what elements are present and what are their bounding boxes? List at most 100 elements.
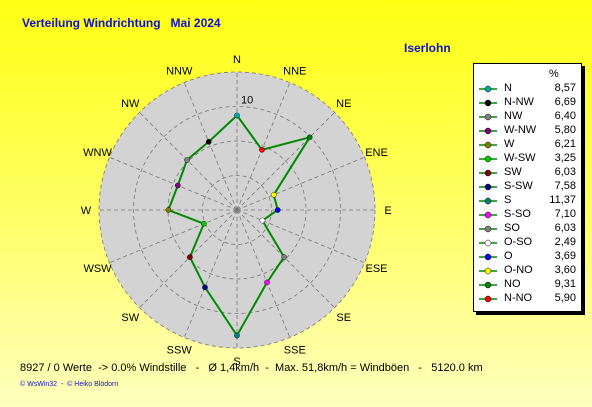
grid-ring-2 — [167, 140, 307, 280]
legend-value: 5,90 — [554, 292, 576, 304]
footer-credits: © WsWin32 - © Heiko Blödorn — [20, 381, 119, 388]
spoke-NNW — [183, 82, 238, 211]
data-point-ESE — [259, 217, 266, 224]
direction-label-ENE: ENE — [365, 147, 388, 159]
legend-label: W-NW — [504, 124, 537, 136]
legend-item: S-SO 7,10 — [474, 207, 581, 223]
legend-dot — [484, 253, 492, 261]
stats-line: 8927 / 0 Werte -> 0.0% Windstille - Ø 1,… — [20, 362, 483, 374]
legend-unit: % — [549, 68, 559, 80]
spoke-WNW — [109, 156, 238, 211]
direction-label-NE: NE — [336, 98, 351, 110]
legend-label: O-SO — [504, 236, 533, 248]
legend-label: S-SW — [504, 180, 533, 192]
spoke-NW — [139, 112, 238, 211]
legend-dot — [484, 85, 492, 93]
spoke-ESE — [236, 209, 365, 264]
direction-label-N: N — [233, 54, 241, 66]
legend-item: W-NW 5,80 — [474, 123, 581, 139]
legend-item: NO 9,31 — [474, 277, 581, 293]
direction-label-NNW: NNW — [166, 65, 193, 77]
data-point-NW — [184, 157, 190, 163]
direction-label-SW: SW — [121, 312, 139, 324]
legend-dot — [484, 127, 492, 135]
legend-dot — [484, 141, 492, 149]
spoke-NE — [236, 112, 335, 211]
ring-label: 10 — [241, 95, 253, 107]
legend-value: 11,37 — [549, 194, 576, 206]
legend-label: W — [504, 138, 515, 150]
legend-value: 7,58 — [554, 180, 576, 192]
legend-label: SO — [504, 222, 520, 234]
legend-dot — [484, 99, 492, 107]
legend-item: W 6,21 — [474, 137, 581, 153]
spoke-NNE — [236, 82, 291, 211]
legend-value: 6,03 — [554, 222, 576, 234]
legend-item: N-NW 6,69 — [474, 95, 581, 111]
data-point-SSE — [264, 279, 270, 286]
legend-marker-icon — [479, 113, 497, 121]
legend-dot — [484, 155, 492, 163]
direction-label-S: S — [233, 356, 240, 368]
legend-value: 5,80 — [554, 124, 576, 136]
legend-dot — [484, 225, 492, 233]
legend-marker-icon — [479, 85, 497, 93]
chart-title: Verteilung Windrichtung Mai 2024 — [22, 16, 221, 30]
direction-label-E: E — [384, 205, 391, 217]
legend-marker-icon — [479, 211, 497, 219]
legend-value: 3,69 — [554, 250, 576, 262]
legend-label: O-NO — [504, 264, 533, 276]
legend-value: 2,49 — [554, 236, 576, 248]
legend-value: 3,25 — [554, 152, 576, 164]
spoke-WSW — [109, 209, 238, 264]
legend-label: N-NW — [504, 96, 534, 108]
location-label: Iserlohn — [404, 41, 451, 55]
data-point-WSW — [201, 220, 207, 227]
data-point-SE — [281, 254, 287, 260]
legend-value: 3,60 — [554, 264, 576, 276]
legend-item: N-NO 5,90 — [474, 291, 581, 307]
direction-label-ESE: ESE — [365, 263, 387, 275]
legend-marker-icon — [479, 155, 497, 163]
grid-ring-4 — [98, 71, 376, 349]
direction-label-WSW: WSW — [83, 263, 112, 275]
data-point-SW — [187, 254, 193, 260]
grid-ring-3 — [133, 106, 341, 314]
legend-item: O-NO 3,60 — [474, 263, 581, 279]
data-point-WNW — [175, 182, 181, 189]
legend-item: NW 6,40 — [474, 109, 581, 125]
legend-value: 8,57 — [554, 82, 576, 94]
legend-label: N-NO — [504, 292, 533, 304]
legend-dot — [484, 197, 492, 205]
legend-dot — [484, 281, 492, 289]
grid-ring-1 — [202, 175, 272, 245]
legend-dot — [484, 211, 492, 219]
direction-label-SE: SE — [336, 312, 351, 324]
legend-label: NO — [504, 278, 521, 290]
legend-item: O 3,69 — [474, 249, 581, 265]
legend-marker-icon — [479, 197, 497, 205]
legend-dot — [484, 113, 492, 121]
legend-marker-icon — [479, 169, 497, 177]
legend-dot — [484, 267, 492, 275]
legend-item: S 11,37 — [474, 193, 581, 209]
legend-value: 9,31 — [554, 278, 576, 290]
legend-label: W-SW — [504, 152, 536, 164]
legend-marker-icon — [479, 225, 497, 233]
data-point-W — [165, 207, 172, 213]
legend-marker-icon — [479, 239, 497, 247]
data-point-S — [234, 332, 240, 339]
data-point-E — [274, 207, 281, 213]
legend-item: O-SO 2,49 — [474, 235, 581, 251]
legend-marker-icon — [479, 267, 497, 275]
legend-marker-icon — [479, 141, 497, 149]
legend-item: N 8,57 — [474, 81, 581, 97]
legend-label: O — [504, 250, 513, 262]
direction-label-WNW: WNW — [83, 147, 112, 159]
direction-label-SSE: SSE — [284, 345, 306, 357]
data-point-ENE — [270, 191, 277, 198]
direction-label-NNE: NNE — [283, 65, 306, 77]
data-point-SSW — [202, 284, 208, 291]
